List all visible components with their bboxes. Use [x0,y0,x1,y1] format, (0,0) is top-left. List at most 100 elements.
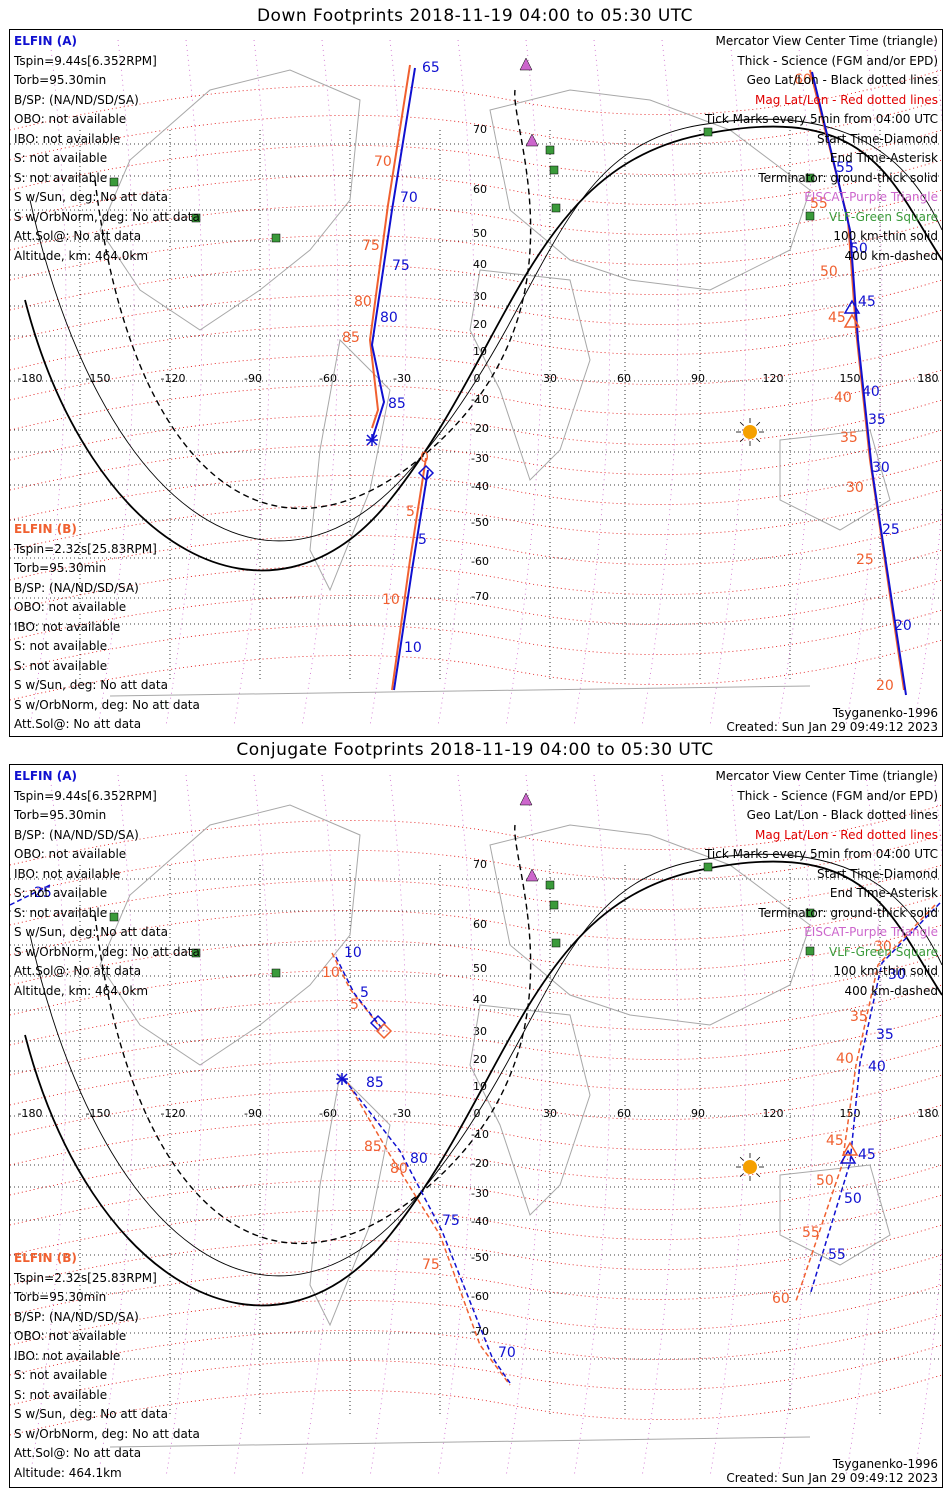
sat-a-obo: OBO: not available [14,112,127,126]
mag-lon-line [437,774,475,1478]
vlf-square [551,938,561,948]
sat-b-tick-label: 85 [342,330,360,346]
down-footprints-map: -180 -150 -120 -90 -60 -30 0 30 60 90 120 150 180 70 6… [9,29,943,737]
vlf-square [805,908,815,918]
lon-tick-label: 120 [763,372,784,385]
sat-b-sworb: S w/OrbNorm, deg: No att data [14,697,200,712]
sat-b-ibo: IBO: not available [14,619,121,634]
vlf-square [805,211,815,221]
mag-lat-line [10,159,942,221]
sun-ray [756,438,761,443]
conjugate-panel-title: Conjugate Footprints 2018-11-19 04:00 to… [236,740,714,760]
lat-tick-label: -30 [471,1187,489,1200]
lon-tick-label: -180 [18,372,43,385]
legend-vlf: VLF-Green Square [829,209,938,224]
mag-lat-line [10,69,942,131]
sat-a-s1: S: not available [14,886,108,900]
sat-b-swsun: S w/Sun, deg: No att data [14,678,168,692]
mag-lat-line [10,639,942,701]
sat-b-swsun: S w/Sun, deg: No att data [14,1407,168,1421]
lon-tick-label: 180 [918,372,939,385]
legend-science: Thick - Science (FGM and/or EPD) [737,788,938,803]
sat-a-tick-label: 45 [858,294,876,310]
lat-tick-label: -50 [471,1251,489,1264]
sat-a-tick-label: 30 [872,460,890,476]
terminator-400km [94,89,532,510]
sat-b-tick-label: 40 [836,1051,854,1067]
sat-b-track [795,904,936,1302]
lon-tick-label: 30 [543,1107,557,1120]
vlf-square [549,165,559,175]
mag-lat-line [10,249,942,311]
sat-a-track [370,67,416,441]
mag-lat-line [10,459,942,521]
mag-lat-line [10,1194,942,1256]
antarctica-coast [109,1436,811,1448]
australia-coast [779,429,891,531]
lat-tick-label: -30 [471,452,489,465]
sat-a-bsp: B/SP: (NA/ND/SD/SA) [14,827,139,842]
antarctica-coast [109,685,811,697]
sat-a-tick-label: 70 [498,1345,516,1361]
sat-b-tspin: Tspin=2.32s[25.83RPM] [14,541,157,556]
sat-b-ibo: IBO: not available [14,1348,121,1363]
mag-lat-line [10,1224,942,1286]
mag-lat-line [10,339,942,401]
legend-geo-grid: Geo Lat/Lon - Black dotted lines [746,808,938,822]
map-legend: Mercator View Center Time (triangle) Thi… [705,767,938,1001]
sat-b-tick-label: 45 [828,310,846,326]
terminator-400km [94,824,532,1245]
mag-lat-line [10,834,942,896]
mag-lat-line [10,579,942,641]
terminator-100km [29,118,942,542]
legend-terminator: Terminator: ground-thick solid [758,170,938,185]
sat-b-name: ELFIN (B) [14,522,77,536]
lat-tick-label: 40 [473,993,487,1006]
sun-ray [739,421,744,426]
sat-a-track [335,956,385,1032]
map-canvas: -180 -150 -120 -90 -60 -30 0 30 60 90 120 150 180 70 6… [10,39,942,727]
sat-a-tick-label: 50 [844,1191,862,1207]
mag-lat-line [10,609,942,671]
sat-a-tick-label: 10 [404,640,422,656]
legend-400km: 400 km-dashed [844,248,938,263]
sat-b-info: ELFIN (B) Tspin=2.32s[25.83RPM] Torb=95.… [14,520,200,736]
sun-ray [756,1156,761,1161]
vlf-square [545,880,555,890]
mag-lat-line [10,1014,942,1076]
start-diamond [369,1014,387,1032]
mag-lon-line [369,774,407,1478]
sat-a-swsun: S w/Sun, deg: No att data [14,925,168,939]
lat-tick-label: -20 [471,1157,489,1170]
legend-terminator: Terminator: ground-thick solid [758,905,938,920]
mag-lat-line [10,864,942,926]
sat-b-obo: OBO: not available [14,1329,127,1343]
sat-a-tick-label: 5 [360,985,369,1001]
center-time-triangle [841,1141,859,1156]
legend-end-time: End Time-Asterisk [829,886,938,900]
sun-ray [739,438,744,443]
mag-lat-line [10,549,942,611]
lat-tick-label: 70 [473,123,487,136]
lon-tick-label: 90 [691,1107,705,1120]
lon-tick-label: 30 [543,372,557,385]
lat-tick-label: 10 [473,345,487,358]
vlf-square [109,177,119,187]
sat-b-tick-label: 0 [420,450,429,466]
sat-b-torb: Torb=95.30min [14,1290,107,1304]
lon-tick-label: -120 [161,372,186,385]
sun-icon [743,1160,757,1174]
panel-footer: Tsyganenko-1996 Created: Sun Jan 29 09:4… [726,706,938,734]
sat-b-track [368,64,411,429]
created-time: Created: Sun Jan 29 09:49:12 2023 [726,720,938,734]
sat-a-name: ELFIN (A) [14,769,77,783]
mag-lat-line [10,894,942,956]
lat-tick-label: 40 [473,258,487,271]
south-america-coast [309,1073,391,1327]
terminator-ground [24,125,942,572]
sat-b-tick-label: 20 [876,678,894,694]
sat-b-tick-label: 45 [826,1133,844,1149]
vlf-square [703,127,713,137]
mag-lat-line [10,489,942,551]
sun-ray [739,1173,744,1178]
